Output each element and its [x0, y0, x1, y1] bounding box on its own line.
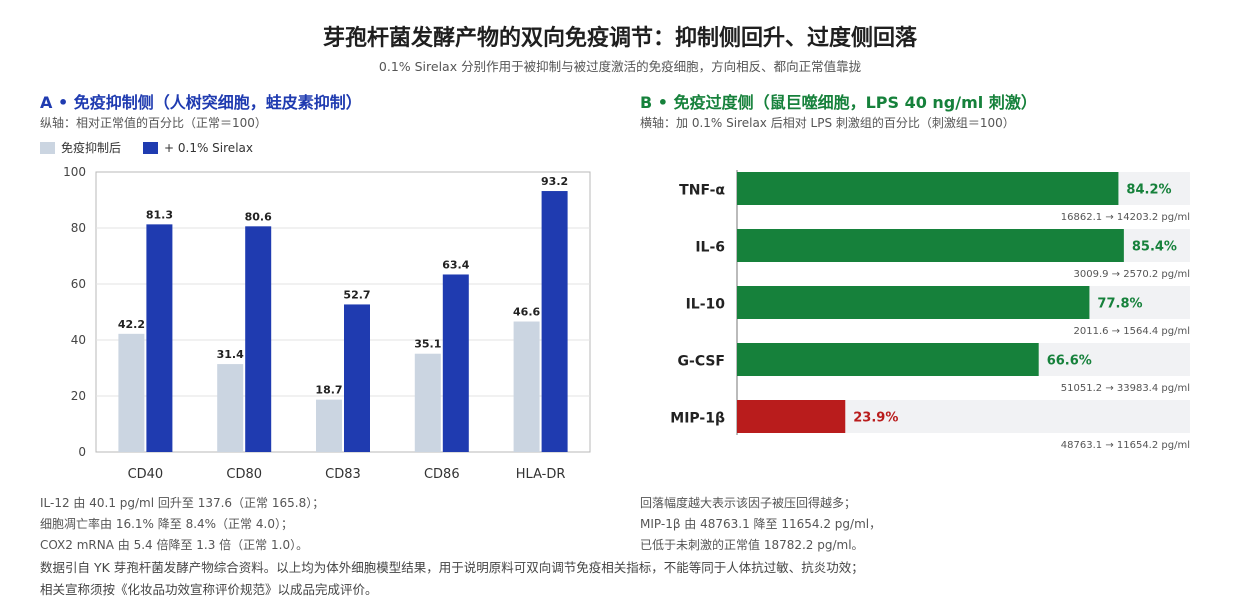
concentration-label: 51051.2 → 33983.4 pg/ml: [1061, 383, 1190, 394]
concentration-label: 3009.9 → 2570.2 pg/ml: [1074, 269, 1190, 280]
bar-value-label: 66.6%: [1047, 354, 1092, 369]
category-label: G-CSF: [678, 354, 725, 370]
x-tick-label: CD40: [128, 467, 164, 482]
bar-value-label: 81.3: [146, 208, 173, 221]
y-tick-label: 80: [71, 221, 86, 235]
legend-swatch-suppressed: [40, 141, 55, 154]
bar-sirelax: [146, 224, 173, 452]
panel-b-axis-note: 横轴：加 0.1% Sirelax 后相对 LPS 刺激组的百分比（刺激组＝10…: [640, 116, 1015, 130]
bar-value-label: 35.1: [414, 338, 441, 351]
panel-a-note-line: 细胞凋亡率由 16.1% 降至 8.4%（正常 4.0）；: [40, 517, 293, 531]
category-label: IL-10: [686, 297, 726, 313]
bar-sirelax: [344, 304, 370, 452]
source-note: 数据引自 YK 芽孢杆菌发酵产物综合资料。以上均为体外细胞模型结果，用于说明原料…: [40, 557, 864, 601]
page-subtitle: 0.1% Sirelax 分别作用于被抑制与被过度激活的免疫细胞，方向相反、都向…: [378, 59, 862, 74]
bar-suppressed: [414, 353, 441, 452]
x-tick-label: CD86: [424, 467, 460, 482]
bar-value-label: 31.4: [217, 348, 244, 361]
bar-value-label: 93.2: [541, 175, 568, 188]
category-label: TNF-α: [679, 183, 725, 199]
bar-value-label: 46.6: [513, 306, 540, 319]
bar-response: [737, 172, 1119, 205]
bar-suppressed: [118, 333, 145, 452]
concentration-label: 16862.1 → 14203.2 pg/ml: [1061, 212, 1190, 223]
bar-suppressed: [513, 321, 540, 452]
legend-swatch-sirelax: [143, 141, 159, 154]
panel-a-note-line: IL-12 由 40.1 pg/ml 回升至 137.6（正常 165.8）；: [40, 496, 325, 510]
y-tick-label: 100: [63, 165, 86, 179]
panel-a-axis-note: 纵轴：相对正常值的百分比（正常＝100）: [40, 116, 267, 130]
bar-sirelax: [442, 274, 469, 452]
y-tick-label: 60: [71, 277, 86, 291]
legend-label-sirelax: + 0.1% Sirelax: [164, 140, 253, 155]
bar-suppressed: [316, 399, 342, 452]
concentration-label: 48763.1 → 11654.2 pg/ml: [1061, 440, 1190, 451]
y-tick-label: 40: [71, 333, 86, 347]
x-tick-label: HLA-DR: [516, 467, 566, 482]
bar-value-label: 77.8%: [1097, 297, 1142, 312]
panel-b-note-line: 已低于未刺激的正常值 18782.2 pg/ml。: [640, 538, 864, 552]
source-line: 数据引自 YK 芽孢杆菌发酵产物综合资料。以上均为体外细胞模型结果，用于说明原料…: [40, 560, 864, 575]
bar-value-label: 80.6: [245, 210, 272, 223]
panel-a-title: A • 免疫抑制侧（人树突细胞，蛙皮素抑制）: [40, 93, 362, 112]
legend-label-suppressed: 免疫抑制后: [61, 141, 122, 155]
source-line: 相关宣称须按《化妆品功效宣称评价规范》以成品完成评价。: [40, 582, 378, 597]
panel-a-notes: IL-12 由 40.1 pg/ml 回升至 137.6（正常 165.8）； …: [40, 493, 324, 556]
bar-value-label: 42.2: [118, 318, 145, 331]
legend-item-suppressed: 免疫抑制后: [40, 139, 121, 156]
page-title: 芽孢杆菌发酵产物的双向免疫调节：抑制侧回升、过度侧回落: [322, 26, 917, 51]
category-label: IL-6: [695, 240, 725, 256]
bar-response: [737, 229, 1124, 262]
bar-response: [737, 400, 846, 433]
y-tick-label: 20: [71, 389, 86, 403]
panel-a-legend: 免疫抑制后 + 0.1% Sirelax: [40, 139, 275, 156]
bar-sirelax: [541, 191, 568, 453]
y-tick-label: 0: [78, 445, 86, 459]
bar-value-label: 84.2%: [1126, 183, 1171, 198]
panel-b-note-line: 回落幅度越大表示该因子被压回得越多；: [640, 496, 857, 510]
bar-value-label: 63.4: [442, 258, 469, 271]
panel-b-notes: 回落幅度越大表示该因子被压回得越多； MIP-1β 由 48763.1 降至 1…: [640, 493, 881, 556]
x-tick-label: CD80: [226, 467, 262, 482]
concentration-label: 2011.6 → 1564.4 pg/ml: [1074, 326, 1190, 337]
bar-value-label: 52.7: [343, 288, 370, 301]
bar-response: [737, 286, 1090, 319]
category-label: MIP-1β: [670, 411, 725, 427]
panel-b-note-line: MIP-1β 由 48763.1 降至 11654.2 pg/ml，: [640, 517, 882, 531]
bar-response: [737, 343, 1039, 376]
panel-a-note-line: COX2 mRNA 由 5.4 倍降至 1.3 倍（正常 1.0）。: [40, 538, 309, 552]
plot-frame: [95, 171, 591, 453]
bar-suppressed: [217, 364, 244, 452]
bar-value-label: 85.4%: [1132, 240, 1177, 255]
bar-value-label: 23.9%: [853, 411, 898, 426]
x-tick-label: CD83: [325, 467, 361, 482]
legend-item-sirelax: + 0.1% Sirelax: [143, 141, 253, 155]
bar-value-label: 18.7: [315, 384, 342, 397]
bar-sirelax: [245, 226, 272, 452]
panel-b-title: B • 免疫过度侧（鼠巨噬细胞，LPS 40 ng/ml 刺激）: [640, 93, 1037, 112]
